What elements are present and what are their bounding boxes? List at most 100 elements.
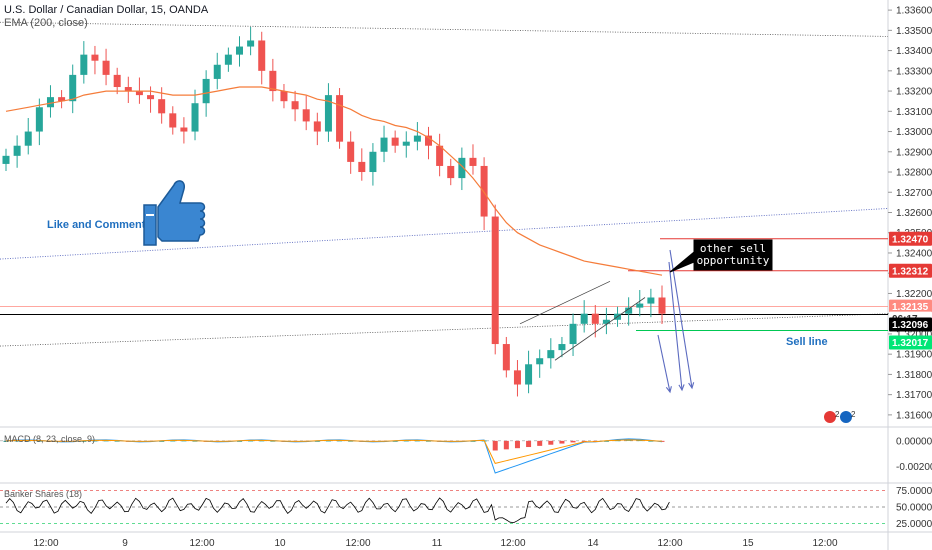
price-tag: 1.32017 [889,335,932,350]
arrow-head [688,382,695,390]
candle [180,127,188,132]
price-tag-label: 1.32312 [892,266,929,277]
candle [513,370,521,385]
price-tag-bg [889,299,932,314]
candle [502,344,510,371]
y-tick-label: 1.32000 [896,329,932,340]
candle [436,145,444,166]
macd-bar [81,440,87,442]
candle [269,70,277,92]
price-tag: 1.32470 [889,231,932,246]
candle [469,157,477,166]
macd-bar [3,440,9,442]
macd-bar [570,440,576,443]
macd-bar [514,440,520,449]
candle [391,137,399,146]
candle [91,54,99,61]
projection-arrow [669,249,693,389]
candle [2,155,10,164]
macd-bar [36,440,42,442]
macd-y-tick-label: -0.00200 [896,462,932,473]
candle [280,91,288,102]
projection-arrow [668,261,683,391]
y-tick-label: 1.33500 [896,26,932,37]
y-tick-label: 1.32800 [896,168,932,179]
projection-arrow [657,334,671,393]
candle [380,137,388,152]
macd-bar [537,440,543,446]
candle [591,313,599,324]
y-tick-label: 1.31700 [896,390,932,401]
candle [369,151,377,173]
svg-text:2: 2 [851,410,856,419]
symbol-title: U.S. Dollar / Canadian Dollar, 15, OANDA [4,4,209,16]
x-tick-label: 12:00 [345,538,370,549]
macd-bar [170,440,176,442]
candle [647,297,655,304]
price-tag-label: 1.32135 [892,302,929,313]
macd-bar [325,440,331,442]
macd-bar [403,440,409,442]
candle [158,99,166,114]
candle [602,319,610,324]
candle [402,141,410,146]
macd-bar [248,440,254,442]
macd-bar [314,440,320,442]
macd-bar [470,440,476,442]
candle [547,350,555,359]
candle [413,135,421,142]
rsi-legend: Banker Shares (18) [4,489,83,499]
price-tag-label: 1.32096 [892,320,929,331]
candle [324,95,332,132]
candle [458,157,466,179]
y-tick-label: 1.33000 [896,127,932,138]
macd-bar [92,440,98,442]
candle [169,113,177,128]
candle [13,145,21,156]
candle [313,121,321,132]
y-tick-label: 1.33300 [896,66,932,77]
x-tick-label: 12:00 [500,538,525,549]
candle [258,40,266,71]
macd-y-tick-label: 0.00000 [896,436,932,447]
candle [536,358,544,365]
candle [558,344,566,351]
rsi-y-tick-label: 50.00000 [896,503,932,514]
rsi-y-tick-label: 75.00000 [896,486,932,497]
candle [69,74,77,102]
candle [35,107,43,132]
svg-text:2: 2 [835,410,840,419]
rsi-y-tick-label: 25.00000 [896,519,932,530]
candle [658,297,666,314]
candle [302,109,310,122]
callout-shape [669,239,773,273]
x-tick-label: 11 [432,538,443,549]
candle [358,161,366,173]
price-tag-bg [889,231,932,246]
macd-bar [114,440,120,442]
price-tag-label: 1.32017 [892,338,929,349]
candle [291,101,299,110]
candle [191,103,199,132]
candle [491,216,499,345]
sell-line-label: Sell line [786,336,828,348]
candle [113,74,121,88]
price-tag-bg [889,263,932,278]
macd-bar [159,440,165,442]
price-tag-label: 1.32470 [892,234,929,245]
y-tick-label: 1.33400 [896,46,932,57]
lower-trendline [0,313,889,347]
macd-legend: MACD (8, 23, close, 9) [4,434,96,444]
ema-line [5,86,663,276]
y-tick-label: 1.32700 [896,188,932,199]
y-tick-label: 1.32200 [896,289,932,300]
channel-upper [519,280,611,325]
candle [46,97,54,108]
candle [135,91,143,96]
mid-trendline [0,208,889,260]
x-tick-label: 12:00 [189,538,214,549]
candle [425,135,433,146]
